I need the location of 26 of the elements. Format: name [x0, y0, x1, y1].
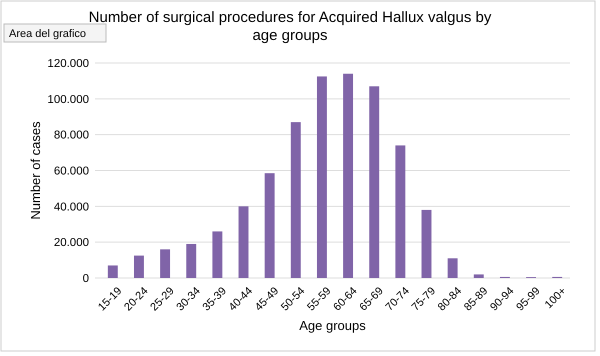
- bar: [290, 122, 301, 278]
- bar: [264, 173, 275, 278]
- y-tick-label: 40.000: [54, 201, 89, 214]
- y-tick-label: 0: [82, 273, 89, 286]
- bar: [343, 74, 354, 278]
- bar: [212, 231, 222, 278]
- bar: [108, 265, 118, 278]
- chart-title: Number of surgical procedures for Acquired Hallux valgus by age groups: [88, 9, 492, 44]
- bar: [160, 249, 170, 278]
- y-tick-label: 80.000: [54, 130, 89, 142]
- bar: [369, 86, 380, 278]
- text: Area del grafico: [9, 28, 86, 40]
- bar: [448, 258, 458, 278]
- x-axis-title: Age groups: [299, 318, 366, 333]
- y-axis-title: Number of cases: [28, 120, 43, 220]
- y-tick-label: 60.000: [54, 166, 89, 178]
- bar: [186, 244, 196, 278]
- bar: [134, 256, 144, 278]
- bar: [422, 210, 432, 278]
- bar: [316, 76, 327, 278]
- bar: [474, 274, 484, 278]
- bar: [395, 145, 406, 278]
- bar: [238, 206, 248, 278]
- y-tick-label: 120.000: [47, 58, 89, 70]
- y-tick-label: 100.000: [47, 94, 89, 106]
- y-tick-label: 20.000: [54, 237, 89, 250]
